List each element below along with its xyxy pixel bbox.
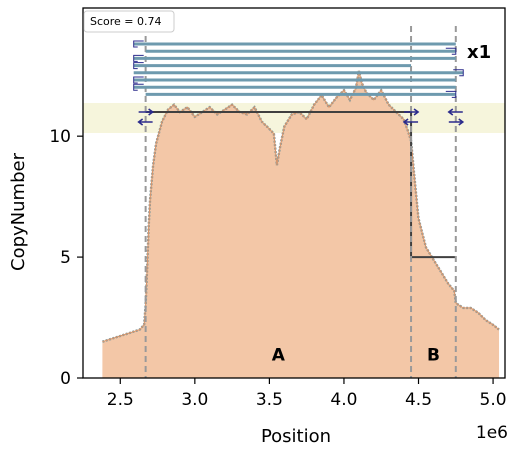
band-arrow-5 [448,118,465,126]
x-tick-label-5: 5.0 [480,390,507,410]
x-axis-title: Position [261,426,331,447]
x-tick-label-4: 4.5 [405,390,432,410]
band-arrow-0 [138,108,154,116]
axes-layer: 2.5 3.0 3.5 4.0 4.5 5.0 0 5 10 [49,7,507,410]
y-tick-label-0: 0 [60,369,71,389]
y-tick-label-2: 10 [49,127,71,147]
y-tick-label-1: 5 [60,248,71,268]
segment-label-a: A [272,345,286,365]
band-arrow-1 [137,118,153,126]
cycle-arrow-6 [133,83,144,91]
cycle-arrow-2 [133,54,144,62]
score-label: Score = 0.74 [90,15,162,28]
x-tick-label-0: 2.5 [107,390,134,410]
cycle-arrow-0 [133,40,144,48]
plot-frame [82,7,506,379]
multiplicity-label: x1 [467,42,491,63]
segment-label-b: B [427,345,440,365]
x-tick-label-3: 4.0 [330,390,357,410]
cycle-layer [133,40,465,126]
band-arrow-3 [402,118,419,126]
cycle-arrow-4 [453,69,464,77]
cycle-arrow-1 [445,47,457,55]
breakpoint-layer [144,26,457,378]
x-tick-label-2: 3.5 [256,390,283,410]
cycle-arrow-3 [133,62,144,70]
score-box: Score = 0.74 [83,10,175,33]
cycle-arrow-5 [133,76,144,84]
band-arrow-4 [447,108,463,116]
x-offset-label: 1e6 [476,423,508,443]
band-arrow-2 [404,108,420,116]
x-tick-label-1: 3.0 [181,390,208,410]
cycle-arrow-7 [445,90,457,98]
y-axis-title: CopyNumber [8,152,29,271]
score-box-frame [83,10,175,33]
copy-number-area [102,70,500,379]
